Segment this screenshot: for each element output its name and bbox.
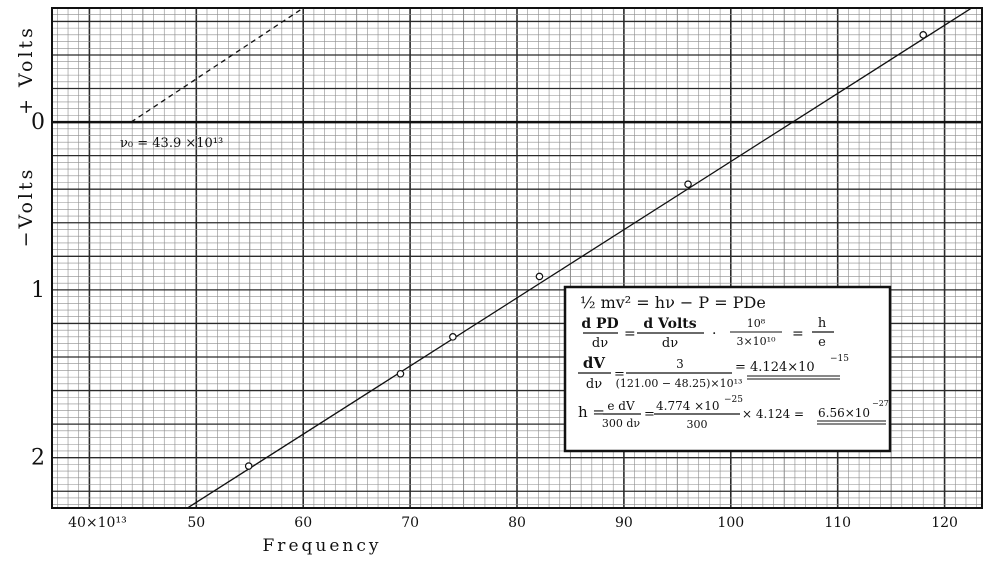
eq4-den-1: 300 dν xyxy=(602,417,641,430)
eq4-num-2-exponent: −25 xyxy=(724,395,743,405)
x-tick-label: 100 xyxy=(717,515,744,531)
threshold-annotation: ν₀ = 43.9 ×10¹³ xyxy=(120,136,223,151)
eq3-equals: = xyxy=(614,367,625,382)
eq3-den-1: dν xyxy=(586,377,602,392)
eq2-den-3: 3×10¹⁰ xyxy=(736,335,776,348)
x-tick-label: 90 xyxy=(615,515,633,531)
eq3-result: = 4.124×10 xyxy=(735,360,815,375)
eq2-num-1: d PD xyxy=(581,316,618,332)
eq3-result-exponent: −15 xyxy=(830,354,849,364)
eq2-equals-2: = xyxy=(792,326,804,342)
eq3-num-2: 3 xyxy=(676,357,684,371)
eq3-den-2: (121.00 − 48.25)×10¹³ xyxy=(616,377,743,390)
axes: 0 1 2 40×10¹³ 50 60 70 80 90 100 110 120 xyxy=(31,7,983,531)
extrapolation-line xyxy=(130,8,304,123)
x-tick-label: 110 xyxy=(824,515,851,531)
eq2-den-1: dν xyxy=(592,336,608,351)
data-point xyxy=(535,272,544,281)
fit-line xyxy=(186,8,973,508)
eq4-multiply: × 4.124 = xyxy=(742,407,804,421)
data-point xyxy=(449,333,457,341)
data-points xyxy=(244,31,928,470)
eq2-dot: · xyxy=(712,326,716,342)
eq4-den-2: 300 xyxy=(687,418,708,431)
y-axis-label-negative: −Volts xyxy=(15,167,37,248)
y-tick-label: 1 xyxy=(31,278,45,303)
eq4-result-exponent: −27 xyxy=(872,399,889,408)
equation-box: ½ mv² = hν − P = PDe d PD dν = d Volts d… xyxy=(563,285,892,453)
eq4-num-1: e dV xyxy=(607,399,635,413)
data-lines xyxy=(130,8,973,508)
data-point xyxy=(396,369,405,378)
eq4-h: h = xyxy=(578,403,605,421)
data-point xyxy=(244,462,253,470)
x-tick-label: 50 xyxy=(187,515,205,531)
eq4-equals: = xyxy=(644,407,655,422)
eq4-num-2: 4.774 ×10 xyxy=(656,399,720,413)
data-point xyxy=(919,31,928,39)
y-axis-label-positive: + Volts xyxy=(15,25,37,115)
x-tick-label: 70 xyxy=(401,515,419,531)
x-axis-label: Frequency xyxy=(263,536,382,556)
eq2-equals-1: = xyxy=(624,326,636,342)
eq2-num-3: 10⁸ xyxy=(747,317,766,330)
y-tick-label: 2 xyxy=(31,446,45,471)
eq3-num-1: dV xyxy=(583,354,605,372)
x-tick-label: 60 xyxy=(294,515,312,531)
eq2-num-4: h xyxy=(818,316,827,331)
x-tick-label: 80 xyxy=(508,515,526,531)
eq2-num-2: d Volts xyxy=(643,316,696,332)
data-point xyxy=(684,180,692,188)
x-tick-label: 120 xyxy=(931,515,958,531)
plot-frame xyxy=(51,7,983,509)
equation-line-1: ½ mv² = hν − P = PDe xyxy=(580,293,766,312)
eq4-result: 6.56×10 xyxy=(818,406,870,420)
eq2-den-4: e xyxy=(818,335,826,350)
x-tick-label: 40×10¹³ xyxy=(68,515,127,531)
eq2-den-2: dν xyxy=(662,336,678,351)
y-tick-label: 0 xyxy=(31,110,45,135)
